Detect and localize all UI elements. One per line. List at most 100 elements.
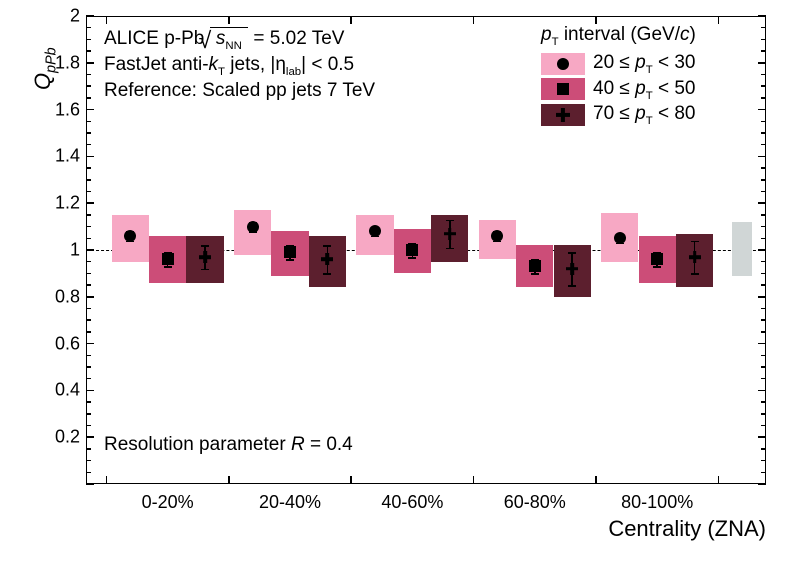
data-marker	[162, 253, 174, 265]
y-minor-tick	[86, 27, 91, 29]
x-tick	[106, 16, 108, 24]
y-axis-label: 0.6	[42, 333, 80, 354]
data-marker	[199, 251, 211, 263]
anno1-s: s	[216, 28, 226, 49]
y-minor-tick	[761, 425, 766, 427]
y-minor-tick	[86, 121, 91, 123]
data-marker	[321, 253, 333, 265]
stat-error-cap	[691, 241, 699, 243]
x-axis-label: 20-40%	[259, 492, 321, 513]
y-minor-tick	[761, 121, 766, 123]
stat-error-cap	[201, 245, 209, 247]
stat-error-cap	[323, 245, 331, 247]
y-minor-tick	[761, 50, 766, 52]
global-systematic-box	[732, 222, 752, 276]
anno1-pre: ALICE p-Pb	[104, 28, 210, 49]
y-axis-label: 1.2	[42, 193, 80, 214]
y-tick	[758, 156, 766, 158]
y-axis-label: 1.6	[42, 99, 80, 120]
y-minor-tick	[761, 319, 766, 321]
x-tick	[228, 16, 230, 24]
y-axis-label: 1.8	[42, 52, 80, 73]
y-minor-tick	[761, 378, 766, 380]
y-tick	[86, 390, 94, 392]
data-marker	[444, 228, 456, 240]
y-minor-tick	[761, 448, 766, 450]
legend-title-end: )	[689, 24, 695, 45]
y-minor-tick	[86, 226, 91, 228]
x-axis-label: 0-20%	[142, 492, 194, 513]
y-tick	[86, 62, 94, 64]
x-tick	[595, 476, 597, 484]
annotation-line-3: Reference: Scaled pp jets 7 TeV	[104, 80, 375, 102]
y-minor-tick	[86, 214, 91, 216]
y-minor-tick	[761, 331, 766, 333]
anno4-r: R	[291, 434, 305, 455]
y-tick	[758, 343, 766, 345]
y-minor-tick	[86, 238, 91, 240]
y-tick	[86, 15, 94, 17]
stat-error-cap	[323, 273, 331, 275]
y-axis-label: 0.8	[42, 286, 80, 307]
x-tick	[473, 16, 475, 24]
y-minor-tick	[761, 308, 766, 310]
legend-swatch	[541, 53, 585, 75]
annotation-line-4: Resolution parameter R = 0.4	[104, 434, 353, 456]
y-minor-tick	[761, 238, 766, 240]
y-tick	[758, 436, 766, 438]
legend-item: 70 ≤ pT < 80	[541, 103, 696, 127]
y-tick	[86, 343, 94, 345]
anno2-pre: FastJet anti-	[104, 54, 209, 75]
y-minor-tick	[761, 460, 766, 462]
y-tick	[758, 390, 766, 392]
annotation-line-1: ALICE p-Pb sNN √ = 5.02 TeV	[104, 28, 344, 52]
y-minor-tick	[86, 179, 91, 181]
y-minor-tick	[761, 472, 766, 474]
data-marker	[614, 232, 626, 244]
anno1-post: = 5.02 TeV	[253, 28, 344, 49]
y-minor-tick	[761, 284, 766, 286]
x-tick	[718, 476, 720, 484]
y-tick	[758, 483, 766, 485]
y-minor-tick	[86, 378, 91, 380]
y-minor-tick	[86, 460, 91, 462]
y-tick	[758, 109, 766, 111]
anno2-mid: jets, |η	[225, 54, 286, 75]
stat-error-cap	[201, 269, 209, 271]
x-tick	[595, 16, 597, 24]
stat-error-cap	[568, 285, 576, 287]
x-tick	[106, 476, 108, 484]
x-tick	[473, 476, 475, 484]
y-minor-tick	[761, 74, 766, 76]
y-tick	[86, 109, 94, 111]
stat-error-cap	[446, 220, 454, 222]
legend-swatch	[541, 104, 585, 126]
y-tick	[86, 296, 94, 298]
y-minor-tick	[86, 261, 91, 263]
y-tick	[758, 202, 766, 204]
y-minor-tick	[761, 191, 766, 193]
data-marker	[529, 260, 541, 272]
y-minor-tick	[86, 413, 91, 415]
y-axis-title-text: Q	[30, 73, 55, 90]
y-minor-tick	[86, 319, 91, 321]
y-minor-tick	[86, 132, 91, 134]
y-minor-tick	[761, 132, 766, 134]
x-tick	[228, 476, 230, 484]
y-minor-tick	[86, 308, 91, 310]
y-minor-tick	[86, 401, 91, 403]
y-minor-tick	[86, 355, 91, 357]
anno3-text: Reference: Scaled pp jets 7 TeV	[104, 80, 375, 101]
y-minor-tick	[761, 179, 766, 181]
legend-item: 40 ≤ pT < 50	[541, 78, 696, 102]
x-axis-label: 60-80%	[504, 492, 566, 513]
stat-error-cap	[286, 259, 294, 261]
anno2-eta-sub: lab	[286, 66, 301, 78]
data-marker	[566, 263, 578, 275]
y-minor-tick	[761, 144, 766, 146]
data-marker	[689, 251, 701, 263]
y-axis-label: 0.2	[42, 427, 80, 448]
anno4-pre: Resolution parameter	[104, 434, 291, 455]
y-minor-tick	[86, 74, 91, 76]
legend-items: 20 ≤ pT < 3040 ≤ pT < 5070 ≤ pT < 80	[541, 52, 696, 127]
